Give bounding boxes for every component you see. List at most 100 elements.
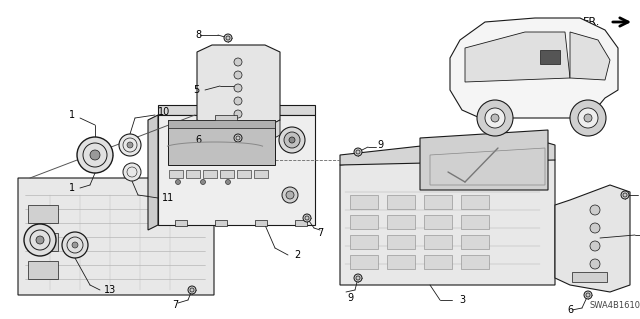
Bar	[350, 215, 378, 229]
Text: 5: 5	[193, 85, 199, 95]
Bar	[168, 120, 275, 128]
Circle shape	[200, 180, 205, 184]
Bar	[387, 195, 415, 209]
Circle shape	[286, 191, 294, 199]
Circle shape	[570, 100, 606, 136]
Circle shape	[234, 58, 242, 66]
Circle shape	[123, 163, 141, 181]
Polygon shape	[420, 130, 548, 190]
Circle shape	[354, 148, 362, 156]
Circle shape	[477, 100, 513, 136]
Bar	[203, 170, 217, 178]
Polygon shape	[158, 115, 315, 225]
Circle shape	[234, 134, 242, 142]
Polygon shape	[340, 145, 555, 285]
Polygon shape	[570, 32, 610, 80]
Polygon shape	[340, 135, 555, 165]
Bar	[540, 50, 560, 64]
Circle shape	[590, 259, 600, 269]
Bar	[350, 195, 378, 209]
Bar	[461, 215, 489, 229]
Polygon shape	[168, 120, 275, 165]
Text: 1: 1	[69, 110, 75, 120]
Bar	[387, 235, 415, 249]
Bar	[350, 255, 378, 269]
Circle shape	[77, 137, 113, 173]
Polygon shape	[465, 32, 570, 82]
Circle shape	[584, 291, 592, 299]
Bar	[461, 255, 489, 269]
Circle shape	[590, 205, 600, 215]
Text: 8: 8	[195, 30, 201, 40]
Bar	[237, 170, 251, 178]
Text: 6: 6	[195, 135, 201, 145]
Polygon shape	[197, 45, 280, 128]
Circle shape	[234, 71, 242, 79]
Circle shape	[282, 187, 298, 203]
Bar	[572, 272, 607, 282]
Bar	[28, 261, 58, 279]
Text: 13: 13	[104, 285, 116, 295]
Text: 7: 7	[172, 300, 178, 310]
Bar	[350, 235, 378, 249]
Bar	[295, 220, 307, 226]
Bar	[28, 205, 58, 223]
Circle shape	[279, 127, 305, 153]
Bar	[186, 170, 200, 178]
Bar	[387, 255, 415, 269]
Circle shape	[119, 134, 141, 156]
Bar	[387, 215, 415, 229]
Bar	[175, 220, 187, 226]
Polygon shape	[18, 178, 214, 295]
Circle shape	[188, 286, 196, 294]
Text: 1: 1	[69, 183, 75, 193]
Circle shape	[234, 97, 242, 105]
Text: 2: 2	[294, 250, 300, 260]
Circle shape	[485, 108, 505, 128]
Circle shape	[234, 84, 242, 92]
Circle shape	[491, 114, 499, 122]
Circle shape	[127, 142, 133, 148]
Bar	[424, 235, 452, 249]
Bar	[424, 195, 452, 209]
Bar	[28, 233, 58, 251]
Polygon shape	[555, 185, 630, 292]
Bar	[424, 215, 452, 229]
Circle shape	[584, 114, 592, 122]
Text: 11: 11	[162, 193, 174, 203]
Polygon shape	[265, 120, 280, 143]
Bar	[169, 170, 183, 178]
Bar	[220, 170, 234, 178]
Circle shape	[72, 242, 78, 248]
Text: 9: 9	[377, 140, 383, 150]
Text: 10: 10	[158, 107, 170, 117]
Circle shape	[590, 223, 600, 233]
Bar	[215, 115, 237, 123]
Text: SWA4B1610C: SWA4B1610C	[590, 300, 640, 309]
Circle shape	[175, 180, 180, 184]
Circle shape	[284, 132, 300, 148]
Circle shape	[24, 224, 56, 256]
Text: 6: 6	[567, 305, 573, 315]
Text: 7: 7	[317, 228, 323, 238]
Text: 3: 3	[459, 295, 465, 305]
Circle shape	[289, 137, 295, 143]
Circle shape	[303, 214, 311, 222]
Circle shape	[224, 34, 232, 42]
Polygon shape	[158, 105, 315, 115]
Polygon shape	[450, 18, 618, 118]
Text: 9: 9	[347, 293, 353, 303]
Circle shape	[234, 110, 242, 118]
Circle shape	[90, 150, 100, 160]
Polygon shape	[148, 115, 158, 230]
Circle shape	[578, 108, 598, 128]
Bar	[254, 170, 268, 178]
Circle shape	[62, 232, 88, 258]
Circle shape	[36, 236, 44, 244]
Bar	[461, 195, 489, 209]
Bar	[424, 255, 452, 269]
Text: FR.: FR.	[582, 17, 600, 27]
Bar	[255, 220, 267, 226]
Bar	[461, 235, 489, 249]
Circle shape	[225, 180, 230, 184]
